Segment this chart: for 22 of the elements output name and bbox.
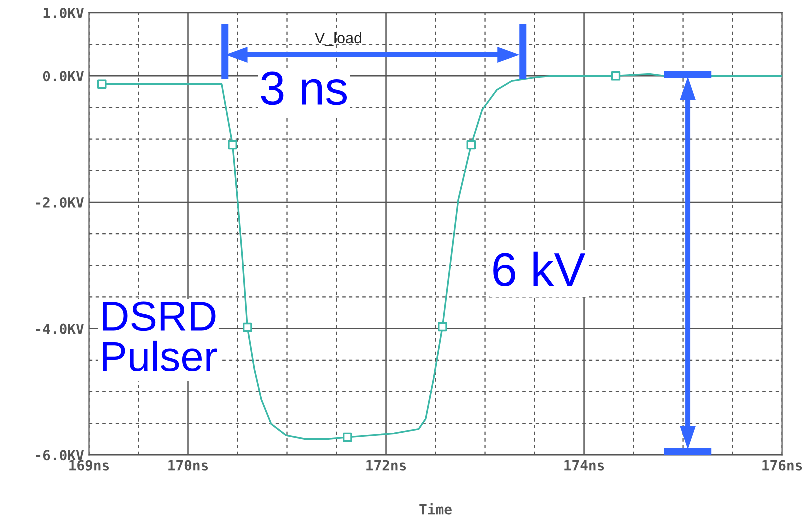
y-tick-label: -2.0KV	[36, 197, 84, 208]
point	[466, 140, 476, 150]
x-tick-label: 176ns	[762, 460, 802, 471]
annotation: 6 kV	[494, 252, 586, 287]
y-tick-label: -6.0KV	[36, 450, 84, 461]
x-axis-title: Time	[420, 503, 452, 515]
y-tick-label: 1.0KV	[44, 8, 84, 18]
y-tick-label: -4.0KV	[36, 324, 84, 334]
annotation: 3 ns	[261, 72, 348, 106]
annotation: DSRD Pulser	[103, 302, 218, 372]
x-tick-label: 174ns	[564, 460, 604, 471]
point	[243, 322, 252, 332]
point	[343, 432, 352, 442]
point	[438, 322, 448, 332]
point	[97, 80, 107, 89]
x-tick-label: 170ns	[168, 460, 208, 471]
x-tick-label: 169ns	[70, 460, 110, 471]
point	[611, 72, 621, 81]
x-tick-label: 172ns	[366, 460, 406, 471]
y-tick-label: 0.0KV	[43, 71, 84, 82]
point	[228, 140, 238, 150]
annotation: V_load	[315, 32, 362, 46]
